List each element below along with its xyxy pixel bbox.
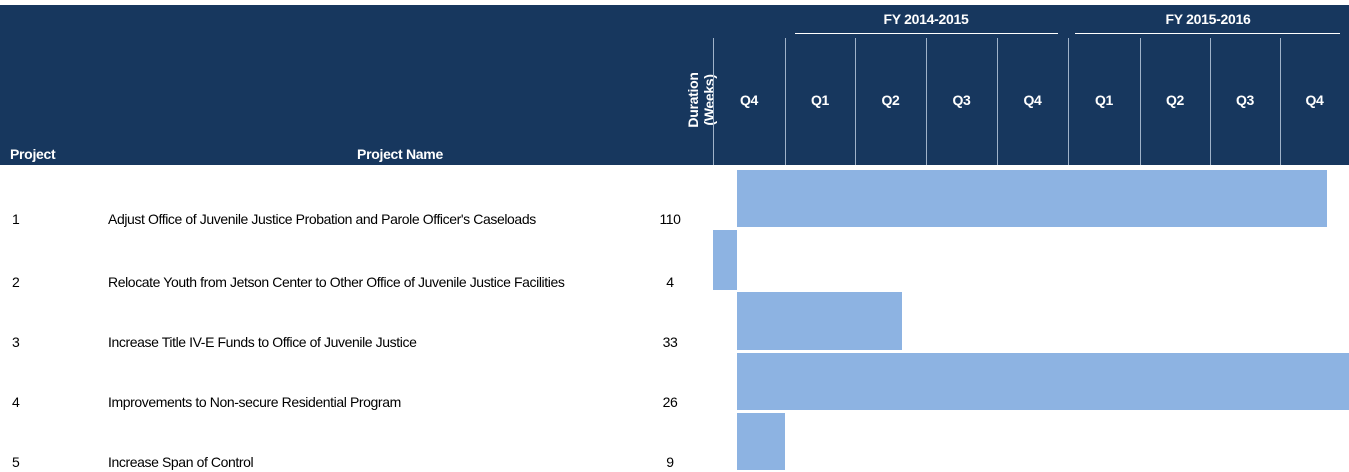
duration: 33 bbox=[640, 332, 700, 352]
quarter-header: Q4 bbox=[1280, 92, 1349, 108]
duration: 4 bbox=[640, 272, 700, 292]
project-header: Project bbox=[10, 146, 55, 162]
duration: 26 bbox=[640, 392, 700, 412]
project-name: Increase Title IV-E Funds to Office of J… bbox=[108, 332, 593, 352]
project-id: 1 bbox=[12, 209, 19, 229]
quarter-header: Q3 bbox=[1210, 92, 1280, 108]
duration: 110 bbox=[640, 209, 700, 229]
quarter-header: Q4 bbox=[714, 92, 784, 108]
gantt-bar bbox=[737, 292, 902, 350]
quarter-header: Q2 bbox=[1140, 92, 1210, 108]
fy-underline bbox=[1075, 33, 1340, 34]
project-id: 4 bbox=[12, 392, 19, 412]
gantt-bar bbox=[737, 413, 785, 470]
project-name: Adjust Office of Juvenile Justice Probat… bbox=[108, 209, 593, 229]
project-name: Improvements to Non-secure Residential P… bbox=[108, 392, 593, 412]
project-name: Increase Span of Control bbox=[108, 452, 593, 472]
gantt-bar bbox=[737, 353, 1349, 410]
project-id: 3 bbox=[12, 332, 19, 352]
quarter-header: Q3 bbox=[927, 92, 997, 108]
project-id: 5 bbox=[12, 452, 19, 472]
quarter-header: Q2 bbox=[856, 92, 926, 108]
quarter-header: Q4 bbox=[998, 92, 1068, 108]
project-name: Relocate Youth from Jetson Center to Oth… bbox=[108, 272, 593, 292]
quarter-header: Q1 bbox=[785, 92, 855, 108]
duration: 9 bbox=[640, 452, 700, 472]
project-id: 2 bbox=[12, 272, 19, 292]
header-bar bbox=[0, 5, 1349, 165]
fy-label: FY 2014-2015 bbox=[826, 11, 1026, 27]
fy-label: FY 2015-2016 bbox=[1108, 11, 1308, 27]
quarter-header: Q1 bbox=[1069, 92, 1139, 108]
gantt-bar bbox=[737, 170, 1327, 227]
fy-underline bbox=[795, 33, 1058, 34]
gantt-bar bbox=[713, 230, 737, 290]
project-name-header: Project Name bbox=[300, 146, 500, 162]
